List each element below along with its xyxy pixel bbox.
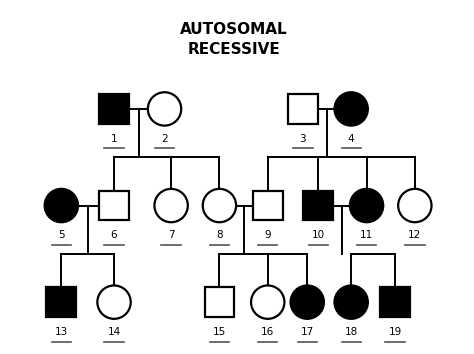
Ellipse shape	[291, 285, 324, 319]
Ellipse shape	[350, 189, 383, 222]
FancyBboxPatch shape	[253, 190, 283, 221]
Ellipse shape	[335, 92, 368, 126]
Text: 14: 14	[108, 327, 121, 337]
Text: 18: 18	[345, 327, 358, 337]
FancyBboxPatch shape	[288, 94, 318, 124]
Text: 7: 7	[168, 230, 174, 240]
Text: 2: 2	[161, 133, 168, 143]
FancyBboxPatch shape	[303, 190, 333, 221]
Ellipse shape	[97, 285, 131, 319]
Text: 15: 15	[213, 327, 226, 337]
Ellipse shape	[203, 189, 236, 222]
Text: 13: 13	[55, 327, 68, 337]
Text: 5: 5	[58, 230, 64, 240]
Text: 4: 4	[348, 133, 355, 143]
Text: 3: 3	[300, 133, 306, 143]
FancyBboxPatch shape	[204, 287, 234, 317]
Ellipse shape	[45, 189, 78, 222]
Text: 6: 6	[111, 230, 118, 240]
Text: 9: 9	[264, 230, 271, 240]
Ellipse shape	[398, 189, 431, 222]
Ellipse shape	[335, 285, 368, 319]
Text: AUTOSOMAL: AUTOSOMAL	[180, 22, 288, 38]
Ellipse shape	[148, 92, 181, 126]
Text: 10: 10	[312, 230, 325, 240]
FancyBboxPatch shape	[380, 287, 410, 317]
Ellipse shape	[155, 189, 188, 222]
Text: 8: 8	[216, 230, 223, 240]
FancyBboxPatch shape	[46, 287, 76, 317]
Text: 19: 19	[389, 327, 402, 337]
Text: 1: 1	[111, 133, 118, 143]
FancyBboxPatch shape	[99, 94, 129, 124]
Text: RECESSIVE: RECESSIVE	[187, 42, 280, 57]
Text: 17: 17	[301, 327, 314, 337]
Text: 12: 12	[408, 230, 421, 240]
Ellipse shape	[251, 285, 284, 319]
Text: 11: 11	[360, 230, 373, 240]
Text: 16: 16	[261, 327, 274, 337]
FancyBboxPatch shape	[99, 190, 129, 221]
